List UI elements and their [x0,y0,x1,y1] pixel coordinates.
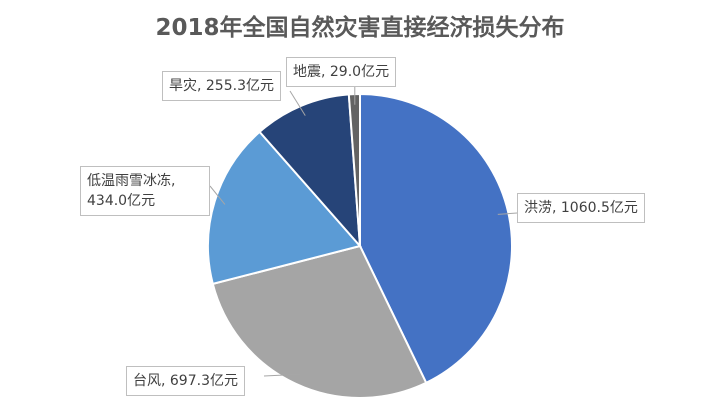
pie-slice [207,130,362,286]
pie-slice [359,92,513,385]
leader-line [289,90,306,116]
data-label: 洪涝, 1060.5亿元 [517,193,645,223]
leader-line [209,185,226,205]
leader-line [263,373,301,377]
leader-line [497,212,518,215]
pie-slice [211,244,428,399]
pie-slice [258,93,362,249]
data-label: 地震, 29.0亿元 [286,57,397,87]
chart-title: 2018年全国自然灾害直接经济损失分布 [155,15,565,41]
data-label: 低温雨雪冰冻, 434.0亿元 [80,166,210,216]
data-label: 旱灾, 255.3亿元 [162,71,281,101]
data-label: 台风, 697.3亿元 [126,366,245,396]
